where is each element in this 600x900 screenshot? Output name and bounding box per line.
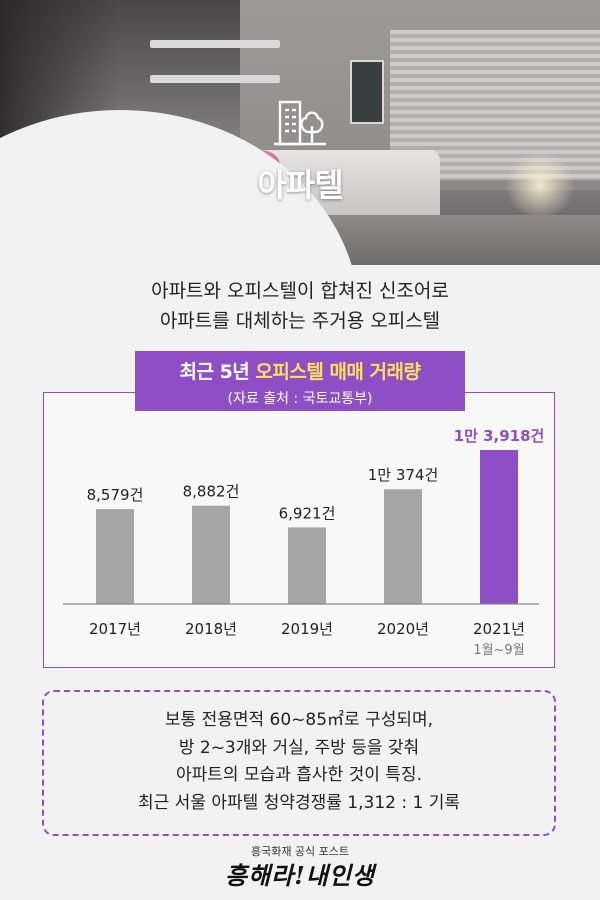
- chart-title-highlight: 오피스텔 매매 거래량: [255, 361, 421, 383]
- bar-chart: 8,579건 2017년 8,882건 2018년 6,921건 2019년 1만 374건…: [63, 427, 545, 658]
- lamp-glow: [505, 150, 575, 220]
- hero-title: 아파텔: [257, 166, 343, 204]
- note-line-4: 최근 서울 아파텔 청약경쟁률 1,312 : 1 기록: [138, 792, 460, 813]
- intro-line-2: 아파트를 대체하는 주거용 오피스텔: [159, 310, 441, 332]
- bar-value-label: 8,579건: [87, 486, 144, 504]
- category-label: 2021년: [473, 620, 525, 638]
- category-label: 2020년: [377, 620, 429, 638]
- bar-value-label: 1만 374건: [368, 466, 439, 484]
- hero-photo: [0, 0, 600, 265]
- category-sublabel: 1월~9월: [473, 643, 524, 658]
- chart-header: 최근 5년 오피스텔 매매 거래량 (자료 출처 : 국토교통부): [135, 351, 465, 411]
- footer-brand-logo: 흥해라!내인생: [224, 861, 375, 890]
- note-line-1: 보통 전용면적 60~85㎡로 구성되며,: [164, 710, 434, 730]
- building-tree-icon: [274, 100, 326, 146]
- note-line-3: 아파트의 모습과 흡사한 것이 특징.: [176, 765, 422, 785]
- bar-value-label: 6,921건: [279, 504, 336, 522]
- note-line-2: 방 2~3개와 거실, 주방 등을 갖춰: [178, 737, 420, 758]
- bar-2021년: [480, 450, 518, 604]
- bar-value-label: 8,882건: [183, 483, 240, 501]
- bar-2017년: [96, 509, 134, 604]
- bar-2020년: [384, 489, 422, 604]
- bar-2019년: [288, 527, 326, 604]
- bar-2018년: [192, 505, 230, 604]
- intro-line-1: 아파트와 오피스텔이 합쳐진 신조어로: [151, 280, 449, 302]
- chart-title-prefix: 최근 5년: [179, 361, 256, 383]
- description-box: 보통 전용면적 60~85㎡로 구성되며, 방 2~3개와 거실, 주방 등을 …: [42, 690, 556, 836]
- wall-frame: [350, 60, 384, 124]
- intro-text: 아파트와 오피스텔이 합쳐진 신조어로 아파트를 대체하는 주거용 오피스텔: [0, 276, 600, 336]
- category-label: 2018년: [185, 620, 237, 638]
- category-label: 2019년: [281, 620, 333, 638]
- category-label: 2017년: [89, 620, 141, 638]
- chart-source: (자료 출처 : 국토교통부): [227, 391, 373, 407]
- chart-title: 최근 5년 오피스텔 매매 거래량: [135, 357, 465, 384]
- bar-value-label: 1만 3,918건: [454, 427, 545, 445]
- footer-subtitle: 흥국화재 공식 포스트: [250, 845, 350, 858]
